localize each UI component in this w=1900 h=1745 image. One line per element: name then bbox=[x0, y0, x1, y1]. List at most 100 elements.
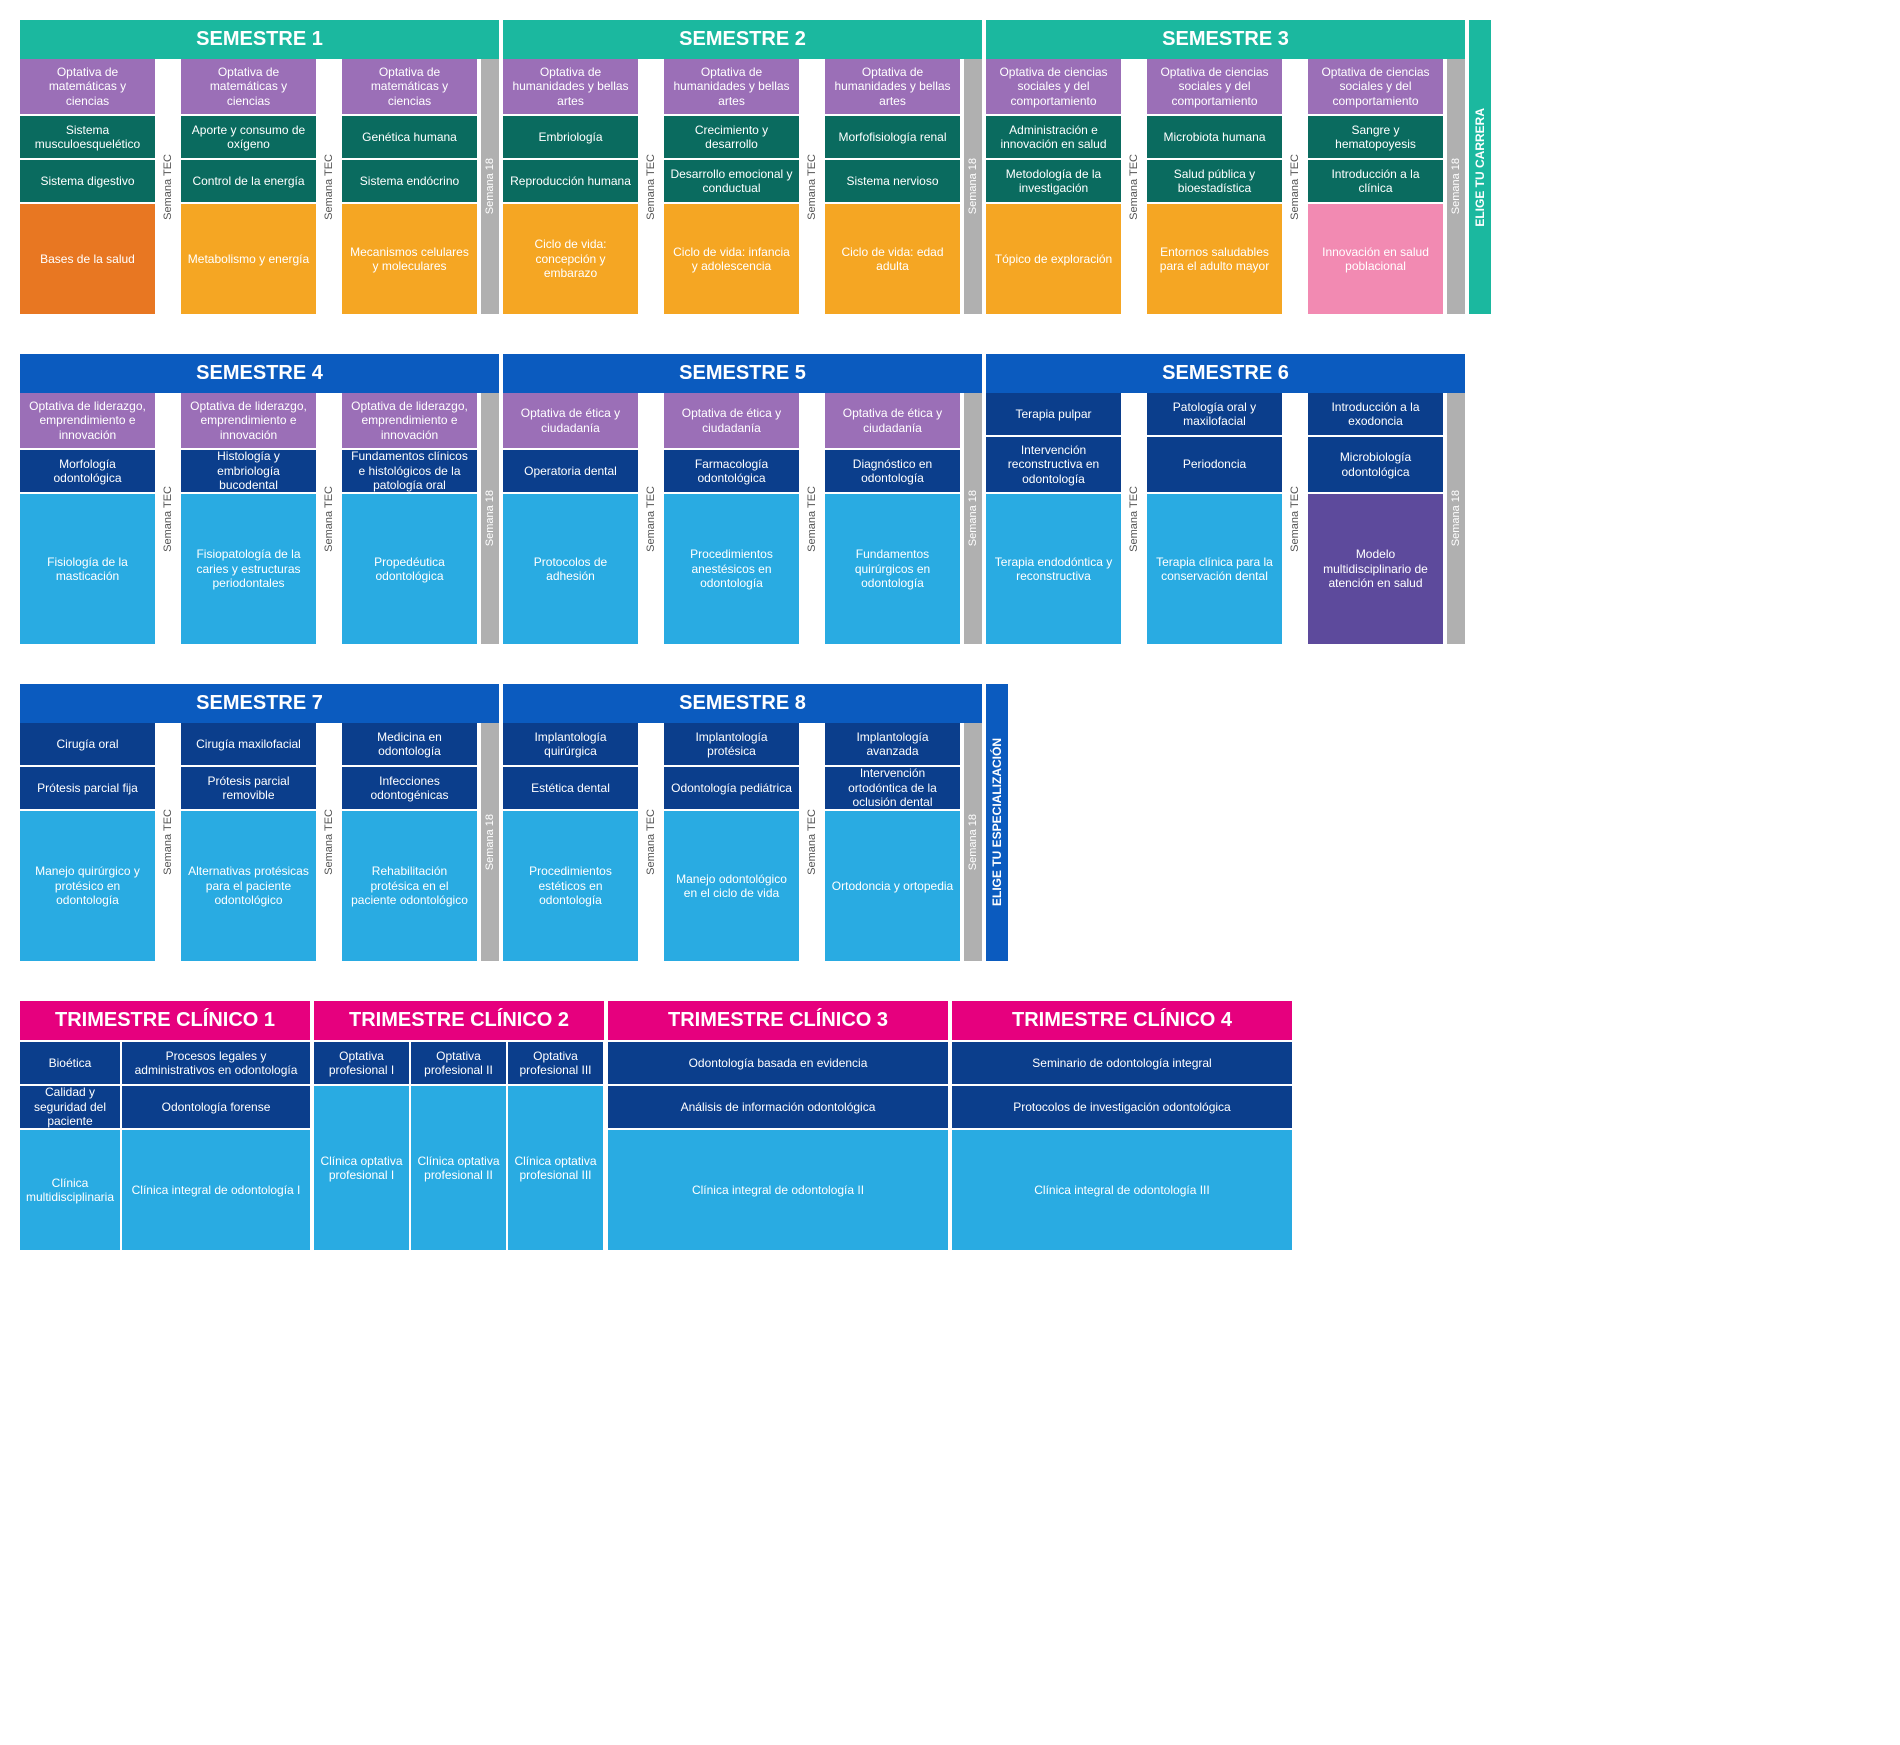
course-cell: Implantología protésica bbox=[664, 723, 799, 765]
course-cell: Patología oral y maxilofacial bbox=[1147, 393, 1282, 435]
course-cell: Medicina en odontología bbox=[342, 723, 477, 765]
course-cell: Optativa de humanidades y bellas artes bbox=[503, 59, 638, 114]
course-cell: Optativa de matemáticas y ciencias bbox=[181, 59, 316, 114]
course-cell: Odontología pediátrica bbox=[664, 767, 799, 809]
course-cell: Optativa de liderazgo, emprendimiento e … bbox=[342, 393, 477, 448]
course-cell: Embriología bbox=[503, 116, 638, 158]
trimester-header: TRIMESTRE CLÍNICO 2 bbox=[314, 1001, 604, 1040]
course-cell: Alternativas protésicas para el paciente… bbox=[181, 811, 316, 961]
course-cell: Optativa de ética y ciudadanía bbox=[503, 393, 638, 448]
course-cell: Intervención reconstructiva en odontolog… bbox=[986, 437, 1121, 492]
course-cell: Optativa de liderazgo, emprendimiento e … bbox=[181, 393, 316, 448]
trimester-cell: Optativa profesional II bbox=[411, 1042, 506, 1084]
course-cell: Aporte y consumo de oxígeno bbox=[181, 116, 316, 158]
course-cell: Procedimientos anestésicos en odontologí… bbox=[664, 494, 799, 644]
course-cell: Fisiología de la masticación bbox=[20, 494, 155, 644]
course-cell: Optativa de ciencias sociales y del comp… bbox=[986, 59, 1121, 114]
course-cell: Manejo odontológico en el ciclo de vida bbox=[664, 811, 799, 961]
course-cell: Introducción a la clínica bbox=[1308, 160, 1443, 202]
course-cell: Propedéutica odontológica bbox=[342, 494, 477, 644]
course-cell: Periodoncia bbox=[1147, 437, 1282, 492]
course-cell: Innovación en salud poblacional bbox=[1308, 204, 1443, 314]
course-cell: Manejo quirúrgico y protésico en odontol… bbox=[20, 811, 155, 961]
course-cell: Histología y embriología bucodental bbox=[181, 450, 316, 492]
course-cell: Reproducción humana bbox=[503, 160, 638, 202]
course-cell: Microbiología odontológica bbox=[1308, 437, 1443, 492]
course-cell: Administración e innovación en salud bbox=[986, 116, 1121, 158]
elige-carrera-bar: ELIGE TU CARRERA bbox=[1469, 20, 1491, 314]
course-cell: Sistema musculoesquelético bbox=[20, 116, 155, 158]
course-cell: Fundamentos clínicos e histológicos de l… bbox=[342, 450, 477, 492]
course-cell: Introducción a la exodoncia bbox=[1308, 393, 1443, 435]
semester-header: SEMESTRE 8 bbox=[503, 684, 982, 723]
course-cell: Mecanismos celulares y moleculares bbox=[342, 204, 477, 314]
trimester-cell: Clínica multidisciplinaria bbox=[20, 1130, 120, 1250]
trimester-cell: Odontología basada en evidencia bbox=[608, 1042, 948, 1084]
course-cell: Optativa de ética y ciudadanía bbox=[825, 393, 960, 448]
trimester-cell: Clínica optativa profesional II bbox=[411, 1086, 506, 1250]
course-cell: Optativa de ética y ciudadanía bbox=[664, 393, 799, 448]
course-cell: Optativa de ciencias sociales y del comp… bbox=[1147, 59, 1282, 114]
course-cell: Prótesis parcial fija bbox=[20, 767, 155, 809]
course-cell: Ciclo de vida: concepción y embarazo bbox=[503, 204, 638, 314]
trimester-cell: Clínica integral de odontología III bbox=[952, 1130, 1292, 1250]
course-cell: Optativa de matemáticas y ciencias bbox=[20, 59, 155, 114]
trimester-header: TRIMESTRE CLÍNICO 1 bbox=[20, 1001, 310, 1040]
course-cell: Bases de la salud bbox=[20, 204, 155, 314]
course-cell: Tópico de exploración bbox=[986, 204, 1121, 314]
semester-header: SEMESTRE 7 bbox=[20, 684, 499, 723]
trimester-cell: Clínica integral de odontología I bbox=[122, 1130, 310, 1250]
course-cell: Ciclo de vida: edad adulta bbox=[825, 204, 960, 314]
semester-header: SEMESTRE 2 bbox=[503, 20, 982, 59]
semester-header: SEMESTRE 1 bbox=[20, 20, 499, 59]
course-cell: Crecimiento y desarrollo bbox=[664, 116, 799, 158]
course-cell: Desarrollo emocional y conductual bbox=[664, 160, 799, 202]
course-cell: Sangre y hematopoyesis bbox=[1308, 116, 1443, 158]
course-cell: Infecciones odontogénicas bbox=[342, 767, 477, 809]
trimester-cell: Optativa profesional I bbox=[314, 1042, 409, 1084]
course-cell: Diagnóstico en odontología bbox=[825, 450, 960, 492]
course-cell: Farmacología odontológica bbox=[664, 450, 799, 492]
course-cell: Metodología de la investigación bbox=[986, 160, 1121, 202]
trimester-cell: Seminario de odontología integral bbox=[952, 1042, 1292, 1084]
trimester-cell: Bioética bbox=[20, 1042, 120, 1084]
trimester-cell: Clínica integral de odontología II bbox=[608, 1130, 948, 1250]
course-cell: Modelo multidisciplinario de atención en… bbox=[1308, 494, 1443, 644]
trimester-cell: Análisis de información odontológica bbox=[608, 1086, 948, 1128]
trimester-cell: Protocolos de investigación odontológica bbox=[952, 1086, 1292, 1128]
course-cell: Cirugía maxilofacial bbox=[181, 723, 316, 765]
course-cell: Ortodoncia y ortopedia bbox=[825, 811, 960, 961]
course-cell: Optativa de liderazgo, emprendimiento e … bbox=[20, 393, 155, 448]
course-cell: Sistema endócrino bbox=[342, 160, 477, 202]
trimester-cell: Procesos legales y administrativos en od… bbox=[122, 1042, 310, 1084]
trimester-cell: Odontología forense bbox=[122, 1086, 310, 1128]
semester-header: SEMESTRE 5 bbox=[503, 354, 982, 393]
course-cell: Salud pública y bioestadística bbox=[1147, 160, 1282, 202]
elige-especializacion-bar: ELIGE TU ESPECIALIZACIÓN bbox=[986, 684, 1008, 961]
semester-header: SEMESTRE 3 bbox=[986, 20, 1465, 59]
semester-header: SEMESTRE 4 bbox=[20, 354, 499, 393]
course-cell: Morfología odontológica bbox=[20, 450, 155, 492]
course-cell: Intervención ortodóntica de la oclusión … bbox=[825, 767, 960, 809]
course-cell: Estética dental bbox=[503, 767, 638, 809]
course-cell: Entornos saludables para el adulto mayor bbox=[1147, 204, 1282, 314]
course-cell: Prótesis parcial removible bbox=[181, 767, 316, 809]
trimester-cell: Clínica optativa profesional III bbox=[508, 1086, 603, 1250]
course-cell: Optativa de humanidades y bellas artes bbox=[825, 59, 960, 114]
course-cell: Protocolos de adhesión bbox=[503, 494, 638, 644]
course-cell: Fisiopatología de la caries y estructura… bbox=[181, 494, 316, 644]
course-cell: Control de la energía bbox=[181, 160, 316, 202]
course-cell: Terapia pulpar bbox=[986, 393, 1121, 435]
course-cell: Operatoria dental bbox=[503, 450, 638, 492]
trimester-cell: Calidad y seguridad del paciente bbox=[20, 1086, 120, 1128]
semester-header: SEMESTRE 6 bbox=[986, 354, 1465, 393]
course-cell: Metabolismo y energía bbox=[181, 204, 316, 314]
trimester-header: TRIMESTRE CLÍNICO 4 bbox=[952, 1001, 1292, 1040]
course-cell: Rehabilitación protésica en el paciente … bbox=[342, 811, 477, 961]
course-cell: Optativa de humanidades y bellas artes bbox=[664, 59, 799, 114]
course-cell: Cirugía oral bbox=[20, 723, 155, 765]
trimester-header: TRIMESTRE CLÍNICO 3 bbox=[608, 1001, 948, 1040]
course-cell: Terapia endodóntica y reconstructiva bbox=[986, 494, 1121, 644]
course-cell: Morfofisiología renal bbox=[825, 116, 960, 158]
course-cell: Ciclo de vida: infancia y adolescencia bbox=[664, 204, 799, 314]
